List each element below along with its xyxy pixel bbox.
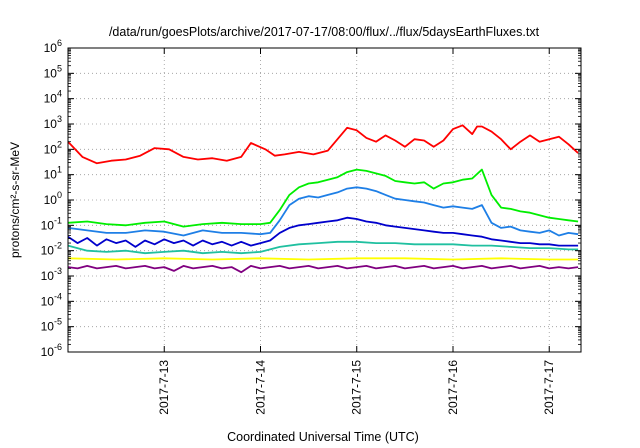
y-tick-label: 101 bbox=[44, 165, 62, 182]
series-line-6 bbox=[67, 257, 579, 261]
y-tick-label: 100 bbox=[44, 190, 62, 207]
series-line-2 bbox=[67, 168, 579, 228]
y-tick-label: 10-3 bbox=[41, 266, 62, 283]
x-tick-label: 2017-7-15 bbox=[350, 360, 364, 415]
y-tick-label: 104 bbox=[44, 89, 62, 106]
y-tick-label: 106 bbox=[44, 38, 62, 55]
y-tick-label: 10-2 bbox=[41, 241, 62, 258]
y-tick-label: 105 bbox=[44, 63, 62, 80]
x-tick-label: 2017-7-16 bbox=[446, 360, 460, 415]
series-line-1 bbox=[67, 124, 579, 165]
series-line-4 bbox=[67, 216, 579, 248]
x-tick-label: 2017-7-17 bbox=[542, 360, 556, 415]
x-axis-label: Coordinated Universal Time (UTC) bbox=[227, 430, 419, 444]
y-tick-label: 10-5 bbox=[41, 317, 62, 334]
x-tick-label: 2017-7-14 bbox=[253, 360, 267, 415]
y-axis-label: protons/cm²-s-sr-MeV bbox=[8, 142, 22, 258]
y-tick-label: 103 bbox=[44, 114, 62, 131]
series-line-7 bbox=[67, 265, 579, 274]
grid bbox=[68, 48, 581, 352]
x-tick-label: 2017-7-13 bbox=[157, 360, 171, 415]
y-axis-ticks: 10-6 10-5 10-4 10-3 10-2 10-1 100 101 102 103 104 1… bbox=[41, 38, 581, 359]
series-line-5 bbox=[67, 240, 579, 255]
series-lines bbox=[67, 124, 579, 274]
series-line-3 bbox=[67, 186, 579, 237]
chart-title: /data/run/goesPlots/archive/2017-07-17/0… bbox=[109, 25, 540, 39]
y-tick-label: 102 bbox=[44, 139, 62, 156]
y-tick-label: 10-4 bbox=[41, 291, 62, 308]
x-axis-ticks: 2017-7-13 2017-7-14 2017-7-15 2017-7-16 2017… bbox=[157, 48, 556, 415]
y-tick-label: 10-6 bbox=[41, 342, 62, 359]
y-tick-label: 10-1 bbox=[41, 215, 62, 232]
